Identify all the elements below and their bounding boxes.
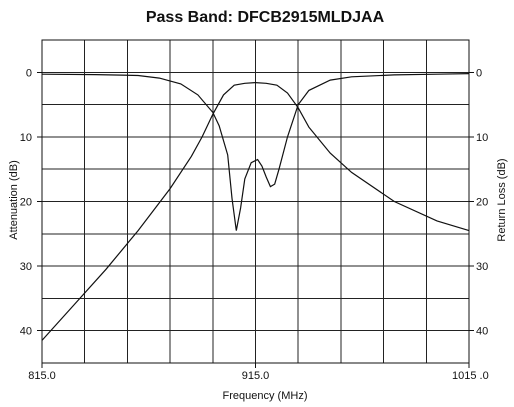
grid-lines (42, 40, 469, 363)
y-axis-left-label: Attenuation (dB) (8, 160, 20, 240)
y-tick-label-right: 10 (476, 132, 488, 144)
x-tick-label: 1015 .0 (452, 370, 489, 382)
y-tick-label-right: 0 (476, 67, 482, 79)
series-line-2 (41, 73, 470, 231)
y-tick-label-left: 40 (20, 326, 32, 338)
y-tick-label-left: 10 (20, 132, 32, 144)
x-axis-label: Frequency (MHz) (223, 390, 308, 402)
series-line-1 (41, 81, 470, 341)
y-tick-label-left: 20 (20, 197, 32, 209)
y-tick-label-left: 30 (20, 261, 32, 273)
y-tick-label-right: 20 (476, 197, 488, 209)
y-axis-right-label: Return Loss (dB) (496, 158, 508, 241)
y-tick-label-right: 30 (476, 261, 488, 273)
x-tick-label: 815.0 (28, 370, 56, 382)
y-tick-label-left: 0 (26, 67, 32, 79)
y-tick-label-right: 40 (476, 326, 488, 338)
x-tick-label: 915.0 (242, 370, 270, 382)
chart-title: Pass Band: DFCB2915MLDJAA (146, 9, 385, 26)
